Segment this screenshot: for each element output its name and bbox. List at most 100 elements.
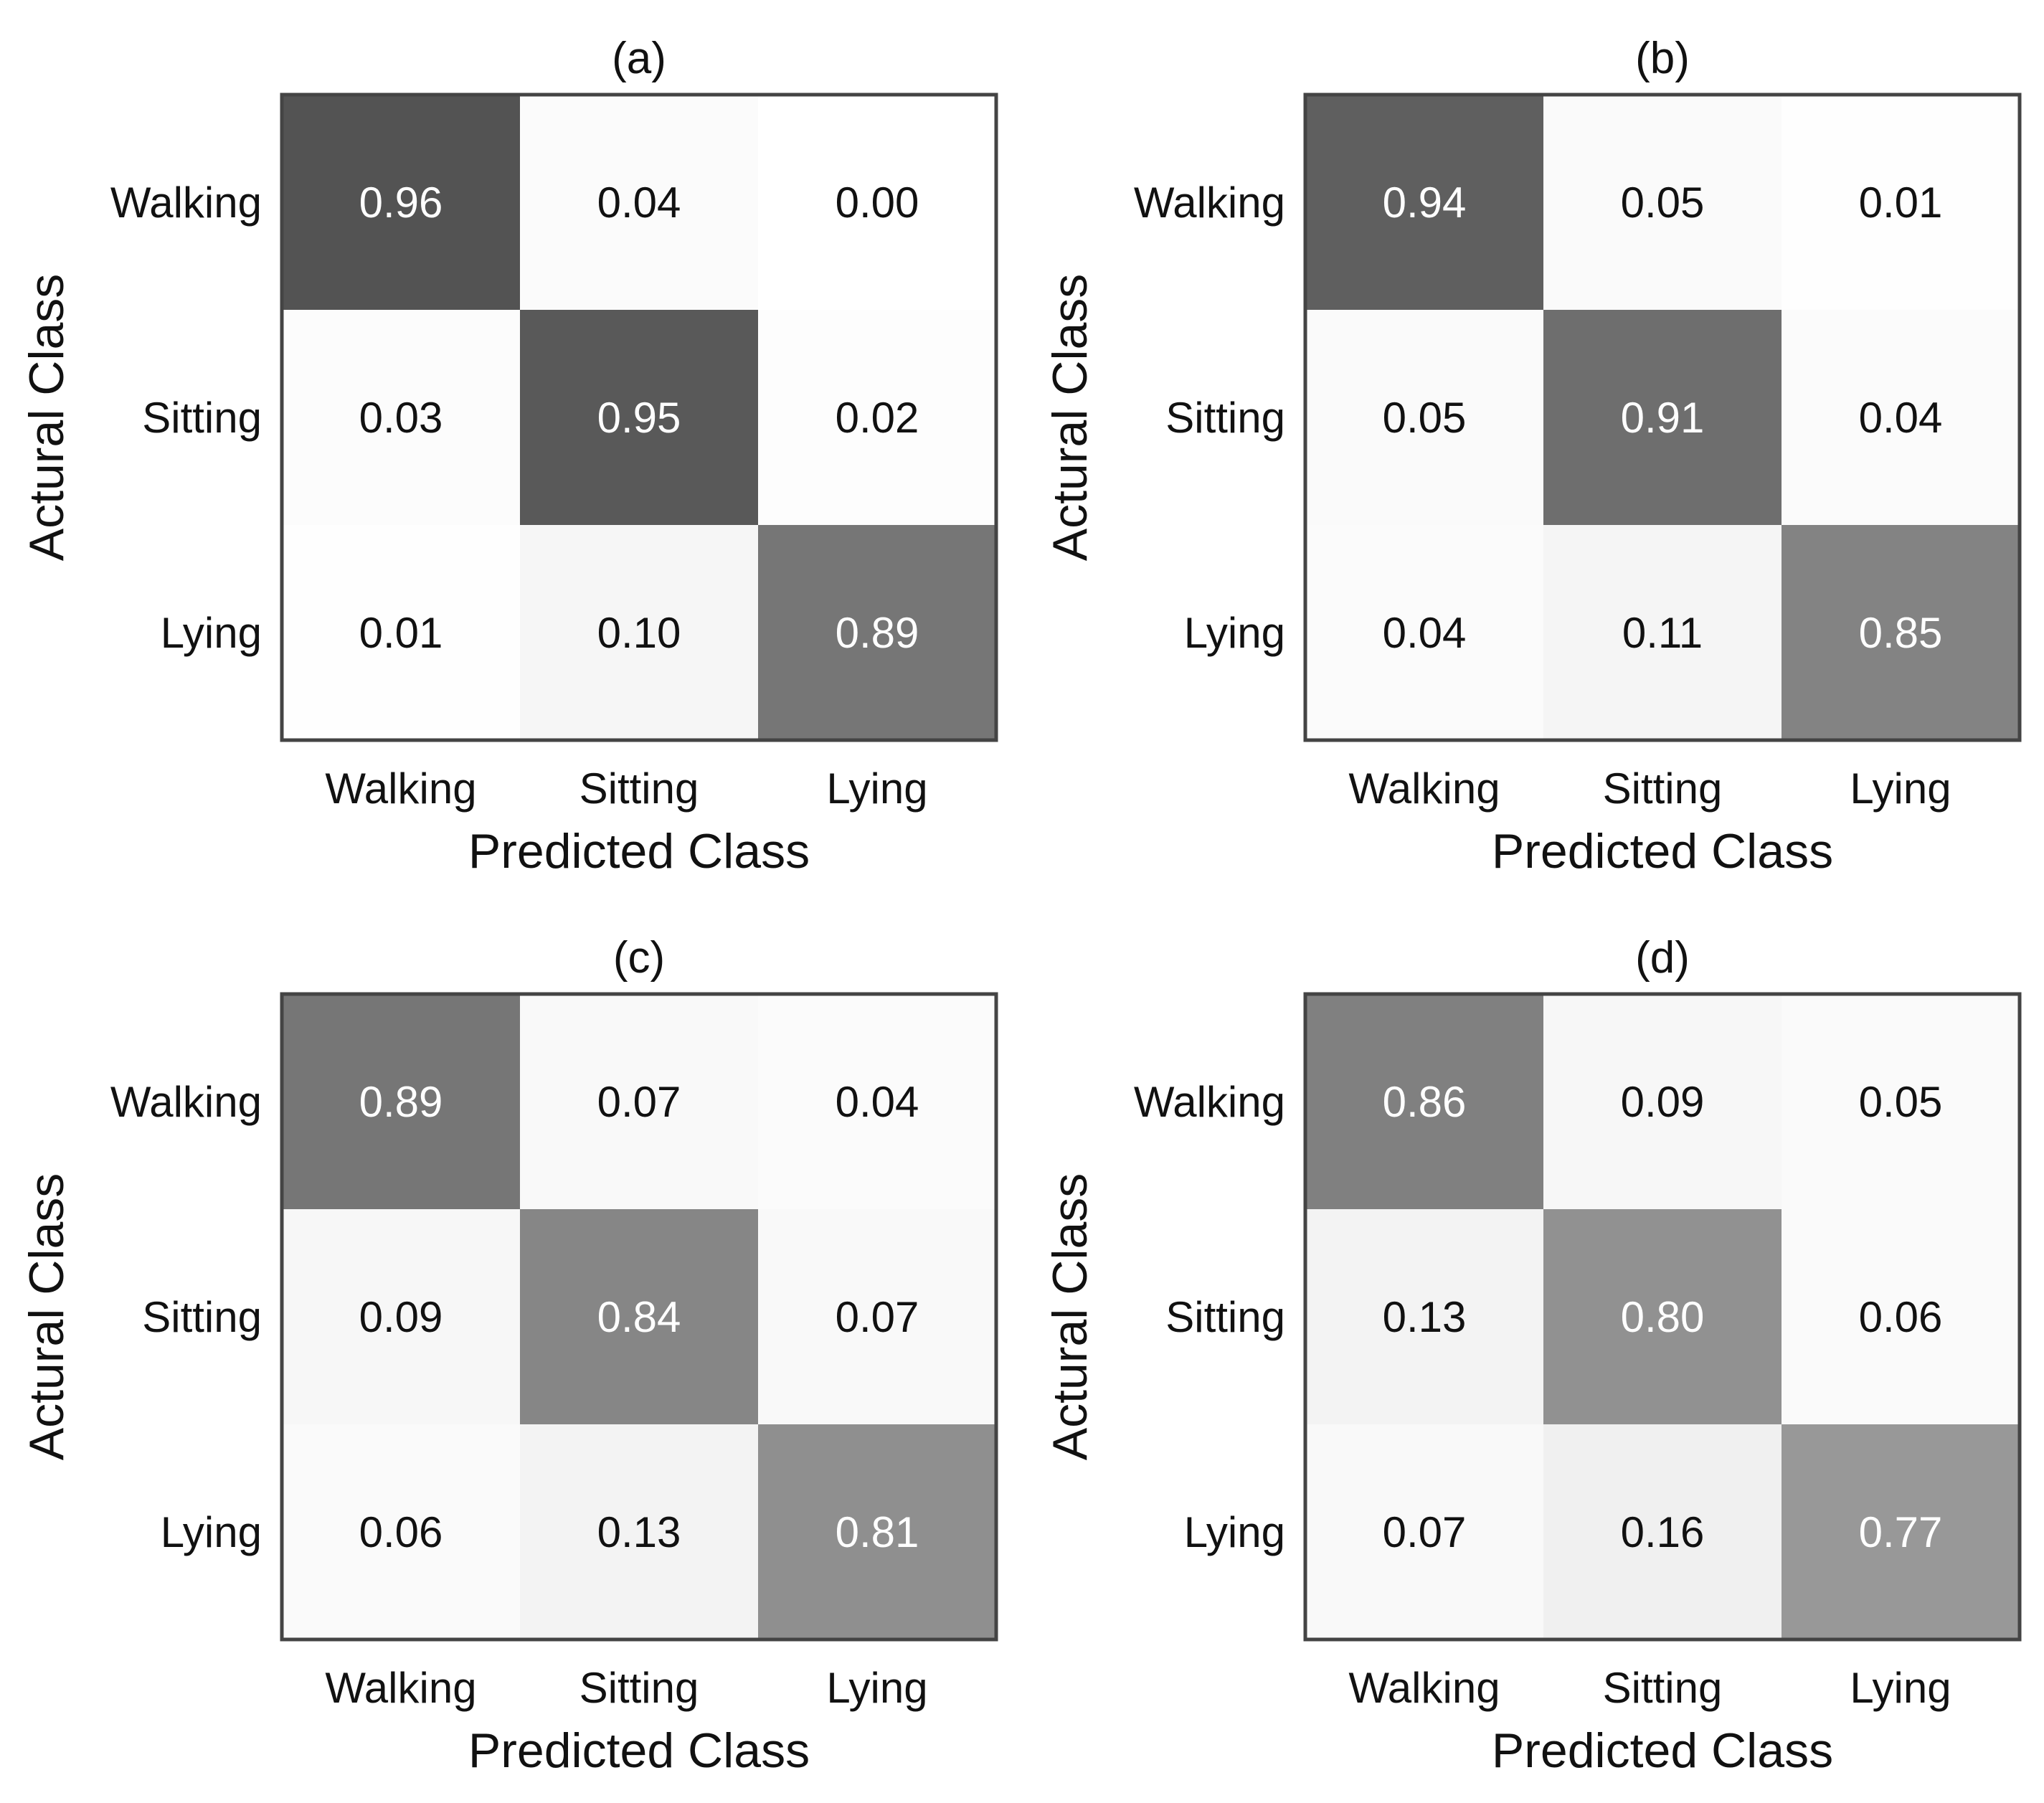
heatmap-cell [282, 1424, 520, 1639]
plot-frame [1303, 992, 2022, 1642]
x-axis-label: Predicted Class [1492, 1723, 1833, 1778]
heatmap-cell [520, 525, 758, 740]
x-tick-label: Sitting [579, 765, 699, 813]
x-tick-label: Walking [1348, 765, 1500, 813]
heatmap-cell [282, 525, 520, 740]
cell-value-label: 0.09 [1621, 1078, 1705, 1126]
y-tick-label: Sitting [1165, 394, 1285, 442]
cell-value-label: 0.16 [1621, 1508, 1705, 1556]
heatmap-cell [282, 95, 520, 310]
cell-value-label: 0.07 [1383, 1508, 1467, 1556]
panel-title: (d) [1635, 933, 1690, 983]
heatmap-cell [758, 1424, 996, 1639]
x-axis-label: Predicted Class [1492, 824, 1833, 879]
x-axis-label: Predicted Class [468, 1723, 810, 1778]
heatmap-cell [1782, 310, 2020, 525]
cell-value-label: 0.80 [1621, 1293, 1705, 1341]
cell-value-label: 0.01 [359, 609, 443, 657]
y-tick-label: Lying [1184, 609, 1285, 657]
cell-value-label: 0.09 [359, 1293, 443, 1341]
y-tick-label: Walking [1134, 1078, 1285, 1126]
heatmap-cell [758, 95, 996, 310]
cell-value-label: 0.91 [1621, 394, 1705, 442]
cell-value-label: 0.96 [359, 179, 443, 227]
confusion-matrix-panel-d: (d) 0.86 0.09 0.05 0.13 0.80 0.06 0.07 0.16 0.77 W… [1043, 933, 2022, 1778]
cell-value-label: 0.95 [597, 394, 681, 442]
cell-value-label: 0.05 [1621, 179, 1705, 227]
x-tick-label: Lying [1850, 765, 1951, 813]
cell-value-label: 0.04 [597, 179, 681, 227]
cell-value-label: 0.03 [359, 394, 443, 442]
heatmap-cell [758, 525, 996, 740]
heatmap-cell [1782, 95, 2020, 310]
cell-value-label: 0.06 [359, 1508, 443, 1556]
x-tick-label: Walking [325, 765, 476, 813]
heatmap-cell [520, 1209, 758, 1424]
x-tick-label: Lying [1850, 1664, 1951, 1712]
heatmap-cell [1305, 994, 1543, 1209]
heatmap-cell [758, 994, 996, 1209]
y-tick-label: Lying [161, 1508, 262, 1556]
cell-value-label: 0.13 [1383, 1293, 1467, 1341]
confusion-matrix-panel-a: (a) 0.96 0.04 0.00 0.03 0.95 0.02 0.01 0.10 0.89 W… [19, 34, 998, 879]
heatmap-cell [1782, 1209, 2020, 1424]
heatmap-cell [758, 310, 996, 525]
heatmap-cell [520, 994, 758, 1209]
cell-value-label: 0.13 [597, 1508, 681, 1556]
cell-value-label: 0.02 [836, 394, 919, 442]
heatmap-cell [1543, 95, 1782, 310]
cell-value-label: 0.06 [1859, 1293, 1943, 1341]
confusion-matrix-panel-c: (c) 0.89 0.07 0.04 0.09 0.84 0.07 0.06 0.13 0.81 W… [19, 933, 998, 1778]
cell-value-label: 0.89 [359, 1078, 443, 1126]
cell-value-label: 0.77 [1859, 1508, 1943, 1556]
heatmap-cell [1543, 525, 1782, 740]
x-axis-label: Predicted Class [468, 824, 810, 879]
x-tick-label: Lying [826, 765, 927, 813]
cell-value-label: 0.05 [1383, 394, 1467, 442]
y-tick-label: Sitting [1165, 1293, 1285, 1341]
y-tick-label: Walking [110, 179, 262, 227]
heatmap-cell [1543, 310, 1782, 525]
y-tick-label: Lying [1184, 1508, 1285, 1556]
heatmap-cell [1305, 95, 1543, 310]
cell-value-label: 0.86 [1383, 1078, 1467, 1126]
panel-title: (a) [612, 34, 666, 83]
y-tick-label: Sitting [142, 394, 262, 442]
heatmap-cell [282, 1209, 520, 1424]
x-tick-label: Sitting [1603, 765, 1723, 813]
heatmap-cell [1305, 1209, 1543, 1424]
y-axis-label: Actural Class [1043, 1173, 1097, 1461]
x-tick-label: Lying [826, 1664, 927, 1712]
heatmap-cell [1782, 1424, 2020, 1639]
plot-frame [1303, 93, 2022, 742]
x-tick-label: Sitting [579, 1664, 699, 1712]
x-tick-label: Walking [1348, 1664, 1500, 1712]
heatmap-cell [1305, 525, 1543, 740]
y-tick-label: Sitting [142, 1293, 262, 1341]
heatmap-cell [1782, 994, 2020, 1209]
heatmap-cell [1305, 310, 1543, 525]
heatmap-cell [520, 1424, 758, 1639]
cell-value-label: 0.94 [1383, 179, 1467, 227]
heatmap-cell [758, 1209, 996, 1424]
y-axis-label: Actural Class [1043, 274, 1097, 562]
heatmap-cell [520, 95, 758, 310]
plot-frame [280, 93, 998, 742]
panel-title: (b) [1635, 34, 1690, 83]
x-tick-label: Walking [325, 1664, 476, 1712]
x-tick-label: Sitting [1603, 1664, 1723, 1712]
heatmap-cell [1543, 994, 1782, 1209]
y-tick-label: Lying [161, 609, 262, 657]
heatmap-cell [282, 310, 520, 525]
cell-value-label: 0.84 [597, 1293, 681, 1341]
y-tick-label: Walking [110, 1078, 262, 1126]
heatmap-cell [1543, 1424, 1782, 1639]
heatmap-cell [282, 994, 520, 1209]
cell-value-label: 0.81 [836, 1508, 919, 1556]
cell-value-label: 0.07 [597, 1078, 681, 1126]
confusion-matrix-panel-b: (b) 0.94 0.05 0.01 0.05 0.91 0.04 0.04 0.11 0.85 W… [1043, 34, 2022, 879]
y-axis-label: Actural Class [19, 1173, 74, 1461]
cell-value-label: 0.89 [836, 609, 919, 657]
heatmap-cell [1782, 525, 2020, 740]
